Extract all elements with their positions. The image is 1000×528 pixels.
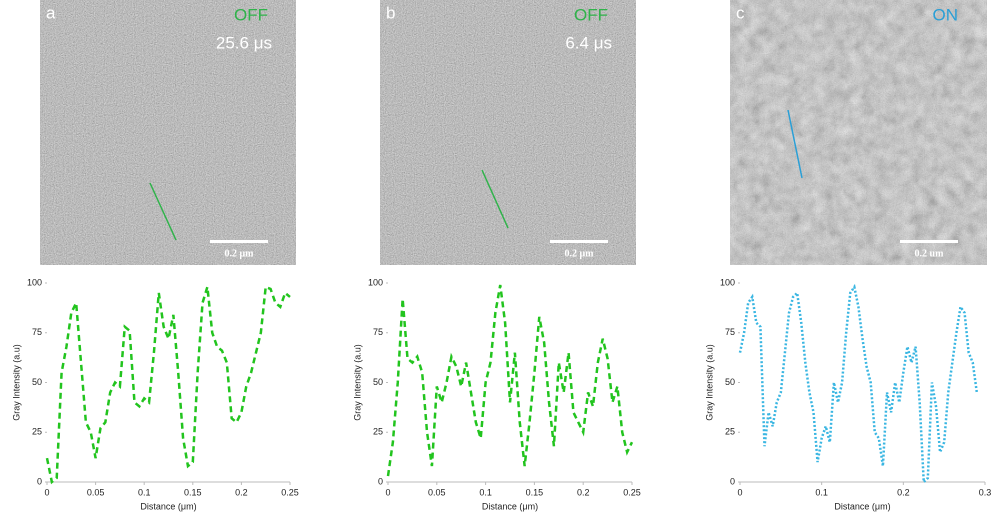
panel-label: b <box>386 3 395 22</box>
x-tick-label: 0.1 <box>815 487 828 497</box>
y-tick-label: 75 <box>32 327 42 337</box>
y-axis-label: Gray Intensity (a.u) <box>11 344 21 421</box>
pulse-time: 25.6 μs <box>216 33 272 52</box>
scale-bar <box>210 240 268 243</box>
x-axis-label: Distance (μm) <box>482 501 538 511</box>
y-tick-label: 25 <box>373 427 383 437</box>
y-tick-label: 0 <box>378 476 383 486</box>
panel-label: a <box>46 3 56 22</box>
x-tick-label: 0.25 <box>623 487 641 497</box>
data-line <box>738 283 979 485</box>
y-tick-label: 25 <box>725 427 735 437</box>
y-tick-label: 100 <box>720 277 735 287</box>
y-tick-label: 50 <box>373 377 383 387</box>
x-tick-label: 0 <box>737 487 742 497</box>
scale-bar-label: 0.2 μm <box>565 248 595 259</box>
scale-bar <box>550 240 608 243</box>
y-tick-label: 25 <box>32 427 42 437</box>
scale-bar-label: 0.2 μm <box>225 248 255 259</box>
x-tick-label: 0.3 <box>979 487 992 497</box>
y-tick-label: 100 <box>27 277 42 287</box>
y-tick-label: 0 <box>730 476 735 486</box>
data-line <box>45 285 291 485</box>
pulse-time: 6.4 μs <box>565 33 612 52</box>
micrograph-c <box>730 0 987 265</box>
y-axis-label: Gray Intensity (a.u) <box>352 344 362 421</box>
x-tick-label: 0.05 <box>428 487 446 497</box>
x-tick-label: 0.1 <box>479 487 492 497</box>
x-tick-label: 0.05 <box>87 487 105 497</box>
x-tick-label: 0.2 <box>577 487 590 497</box>
x-tick-label: 0 <box>385 487 390 497</box>
panel-label: c <box>736 3 745 22</box>
y-axis-label: Gray Intensity (a.u) <box>704 344 714 421</box>
micrograph-b <box>380 0 636 265</box>
y-tick-label: 75 <box>725 327 735 337</box>
x-tick-label: 0.15 <box>184 487 202 497</box>
state-label: OFF <box>574 5 608 24</box>
y-tick-label: 0 <box>37 476 42 486</box>
y-tick-label: 100 <box>368 277 383 287</box>
y-tick-label: 50 <box>32 377 42 387</box>
x-tick-label: 0.2 <box>897 487 910 497</box>
x-axis-label: Distance (μm) <box>834 501 890 511</box>
y-tick-label: 50 <box>725 377 735 387</box>
x-axis-label: Distance (μm) <box>140 501 196 511</box>
x-tick-label: 0.15 <box>526 487 544 497</box>
x-tick-label: 0.2 <box>235 487 248 497</box>
state-label: ON <box>933 5 959 24</box>
x-tick-label: 0 <box>44 487 49 497</box>
x-tick-label: 0.25 <box>281 487 299 497</box>
x-tick-label: 0.1 <box>138 487 151 497</box>
micrograph-a <box>40 0 296 265</box>
data-line <box>386 284 634 477</box>
state-label: OFF <box>234 5 268 24</box>
scale-bar <box>900 240 958 243</box>
scale-bar-label: 0.2 um <box>915 248 945 259</box>
y-tick-label: 75 <box>373 327 383 337</box>
